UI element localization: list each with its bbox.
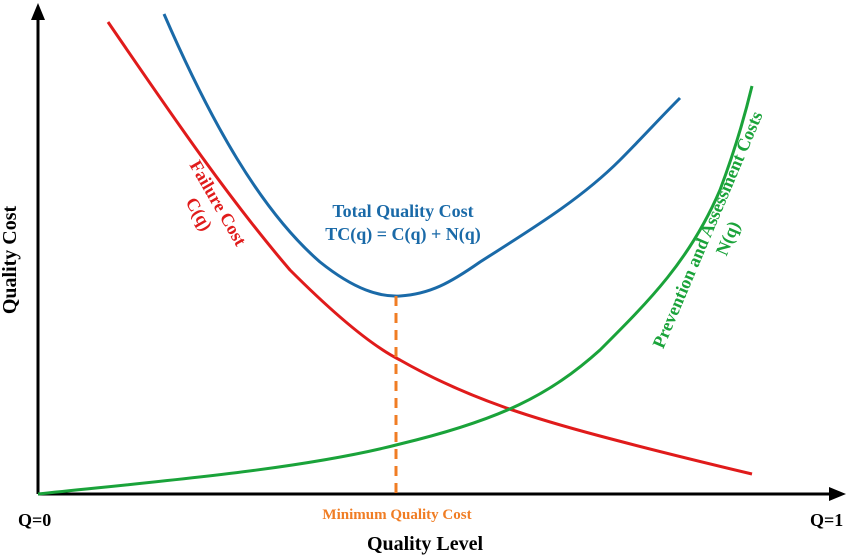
failure-cost-curve [106, 21, 753, 476]
total-quality-cost-curve [162, 13, 682, 298]
x-start-label: Q=0 [18, 510, 51, 530]
failure-cost-label: Failure Cost C(q) [181, 157, 251, 249]
y-axis-arrow-icon [31, 3, 45, 20]
total-quality-cost-formula: TC(q) = C(q) + N(q) [325, 224, 481, 245]
prevention-cost-label: Prevention and Assessment Costs N(q) [648, 108, 766, 351]
minimum-quality-cost-label: Minimum Quality Cost [322, 507, 471, 523]
x-end-label: Q=1 [810, 510, 843, 530]
y-axis-label: Quality Cost [0, 205, 21, 314]
x-axis-label: Quality Level [367, 533, 484, 555]
total-quality-cost-title: Total Quality Cost [332, 201, 473, 221]
x-axis-arrow-icon [829, 487, 846, 501]
prevention-cost-curve [37, 85, 754, 496]
prevention-cost-title: Prevention and Assessment Costs [648, 108, 766, 351]
